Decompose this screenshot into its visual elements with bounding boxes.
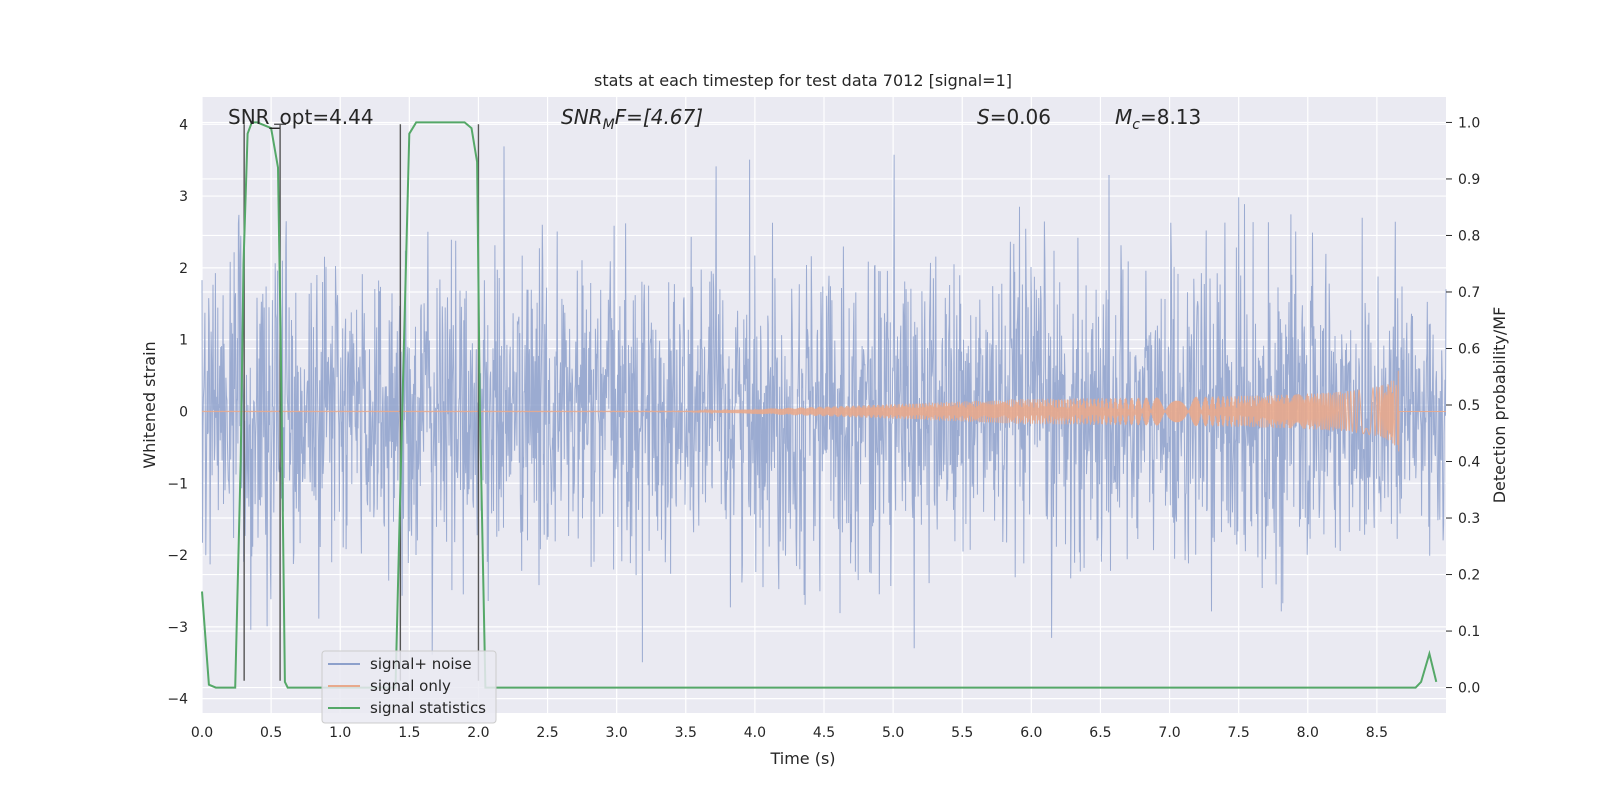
y-right-tick-label: 0.1	[1458, 624, 1480, 640]
y-axis-label-left: Whitened strain	[140, 341, 159, 468]
x-tick-label: 2.0	[467, 725, 489, 741]
x-tick-label: 5.0	[882, 725, 904, 741]
series-line-signal-noise	[201, 146, 1447, 663]
x-tick-label: 3.0	[606, 725, 628, 741]
y-left-tick-label: 3	[179, 189, 188, 205]
y-right-tick-label: 0.3	[1458, 511, 1480, 527]
y-right-tick-label: 0.5	[1458, 398, 1480, 414]
series-signal-only	[201, 370, 1446, 452]
x-tick-label: 2.5	[536, 725, 558, 741]
x-tick-label: 1.0	[329, 725, 351, 741]
y-left-tick-label: 0	[179, 404, 188, 420]
y-left-tick-label: 2	[179, 261, 188, 277]
x-tick-label: 5.5	[951, 725, 973, 741]
y-left-tick-labels: 4 3 2 1 0 −1 −2 −3 −4	[167, 117, 188, 707]
legend-label-signal-noise: signal+ noise	[370, 655, 472, 673]
y-right-tick-label: 0.6	[1458, 341, 1480, 357]
y-left-tick-label: 1	[179, 333, 188, 349]
x-tick-label: 6.5	[1089, 725, 1111, 741]
y-right-tick-label: 0.0	[1458, 681, 1480, 697]
y-right-tick-label: 0.2	[1458, 568, 1480, 584]
x-tick-label: 0.5	[260, 725, 282, 741]
x-tick-label: 7.5	[1228, 725, 1250, 741]
x-tick-label: 1.5	[398, 725, 420, 741]
annotation-mc: Mc=8.13	[1115, 105, 1201, 133]
x-tick-labels: 0.0 0.5 1.0 1.5 2.0 2.5 3.0 3.5 4.0 4.5 5.0 5.5 6.0 6…	[191, 725, 1388, 741]
x-tick-label: 3.5	[675, 725, 697, 741]
y-right-tick-label: 0.8	[1458, 228, 1480, 244]
y-left-tick-label: −2	[167, 548, 188, 564]
legend-label-signal-only: signal only	[370, 677, 451, 695]
y-left-tick-label: 4	[179, 117, 188, 133]
y-left-tick-label: −4	[167, 692, 188, 708]
y-left-tick-label: −3	[167, 620, 188, 636]
series-line-signal-only	[201, 370, 1446, 452]
legend: signal+ noise signal only signal statist…	[321, 650, 497, 724]
annotation-s: S=0.06	[977, 105, 1051, 129]
x-tick-label: 8.5	[1366, 725, 1388, 741]
legend-label-signal-statistics: signal statistics	[370, 699, 486, 717]
x-tick-label: 4.5	[813, 725, 835, 741]
x-tick-label: 6.0	[1020, 725, 1042, 741]
x-axis-label: Time (s)	[769, 749, 835, 768]
x-tick-label: 0.0	[191, 725, 213, 741]
series-signal-noise	[201, 146, 1447, 663]
chart-title: stats at each timestep for test data 701…	[594, 71, 1012, 90]
y-right-tick-label: 0.7	[1458, 285, 1480, 301]
annotations: SNR_opt=4.44 SNRMF=[4.67] S=0.06 Mc=8.13	[228, 105, 1201, 133]
y-axis-label-right: Detection probability/MF	[1490, 307, 1509, 504]
legend-box	[321, 650, 497, 724]
y-right-tick-labels: 1.0 0.9 0.8 0.7 0.6 0.5 0.4 0.3 0.2 0.1 0.0	[1446, 115, 1480, 697]
y-right-tick-label: 1.0	[1458, 115, 1480, 131]
x-tick-label: 4.0	[744, 725, 766, 741]
annotation-snr-opt: SNR_opt=4.44	[228, 105, 374, 129]
annotation-snr-mf: SNRMF=[4.67]	[561, 105, 703, 133]
y-right-tick-label: 0.9	[1458, 172, 1480, 188]
x-tick-label: 8.0	[1297, 725, 1319, 741]
y-left-tick-label: −1	[167, 476, 188, 492]
y-right-tick-label: 0.4	[1458, 455, 1480, 471]
x-tick-label: 7.0	[1158, 725, 1180, 741]
